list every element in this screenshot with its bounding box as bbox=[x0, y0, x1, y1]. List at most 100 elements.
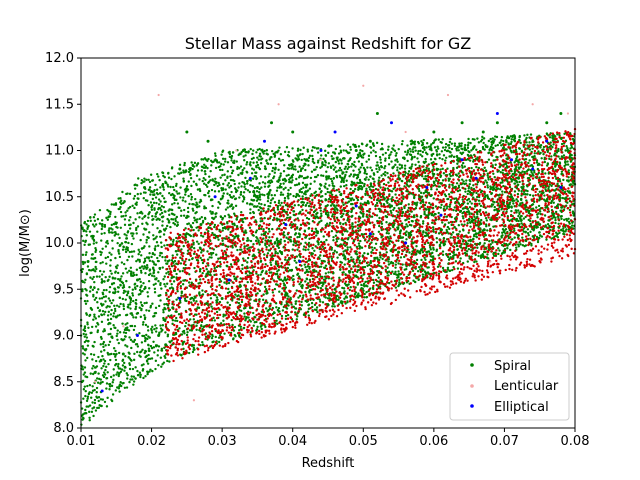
spiral-density-point bbox=[461, 161, 465, 165]
spiral-density-point bbox=[154, 282, 157, 286]
spiral-density-point bbox=[105, 288, 108, 292]
spiral-density-point bbox=[352, 143, 355, 146]
spiral-density-point bbox=[147, 178, 150, 181]
spiral-density-point bbox=[85, 223, 88, 226]
spiral-density-point bbox=[152, 283, 156, 286]
spiral-density-point bbox=[287, 237, 290, 241]
spiral-density-point bbox=[433, 157, 437, 160]
spiral-density-point bbox=[347, 159, 350, 163]
spiral-density-point bbox=[195, 328, 198, 331]
spiral-density-point bbox=[88, 384, 92, 387]
spiral-density-point bbox=[151, 260, 154, 263]
spiral-density-point bbox=[468, 159, 472, 162]
spiral-density-point bbox=[385, 200, 388, 203]
spiral-density-point bbox=[323, 266, 326, 269]
spiral-density-point bbox=[406, 225, 409, 228]
spiral-density-point bbox=[525, 136, 528, 140]
spiral-density-point bbox=[90, 253, 94, 256]
spiral-density-point bbox=[94, 247, 97, 250]
spiral-density-point bbox=[378, 216, 381, 220]
spiral-density-point bbox=[298, 235, 301, 239]
spiral-density-point bbox=[324, 186, 327, 189]
spiral-density-point bbox=[271, 254, 275, 257]
spiral-density-point bbox=[312, 206, 316, 209]
spiral-density-point bbox=[155, 235, 158, 238]
spiral-density-point bbox=[168, 287, 172, 290]
spiral-density-point bbox=[261, 181, 265, 184]
spiral-density-point bbox=[438, 153, 441, 156]
spiral-density-point bbox=[140, 265, 144, 268]
spiral-density-point bbox=[95, 391, 98, 394]
spiral-density-point bbox=[189, 173, 192, 177]
spiral-density-point bbox=[571, 224, 574, 227]
spiral-density-point bbox=[149, 173, 153, 176]
spiral-density-point bbox=[82, 239, 85, 243]
spiral-density-point bbox=[545, 238, 548, 241]
spiral-density-point bbox=[94, 409, 98, 412]
spiral-density-point bbox=[124, 267, 128, 270]
spiral-density-point bbox=[343, 184, 346, 188]
spiral-density-point bbox=[334, 234, 338, 237]
spiral-density-point bbox=[448, 155, 451, 158]
spiral-density-point bbox=[120, 242, 124, 245]
spiral-density-point bbox=[419, 216, 422, 219]
spiral-density-point bbox=[278, 227, 281, 230]
spiral-density-point bbox=[437, 254, 440, 257]
spiral-density-point bbox=[339, 221, 342, 225]
spiral-density-point bbox=[259, 175, 263, 178]
spiral-density-point bbox=[219, 322, 223, 325]
spiral-density-point bbox=[91, 288, 95, 292]
spiral-density-point bbox=[124, 331, 128, 335]
spiral-density-point bbox=[310, 301, 314, 305]
spiral-density-point bbox=[89, 372, 92, 375]
spiral-density-point bbox=[152, 234, 155, 237]
spiral-density-point bbox=[542, 152, 545, 156]
spiral-density-point bbox=[243, 245, 246, 248]
spiral-density-point bbox=[485, 219, 488, 222]
spiral-density-point bbox=[103, 328, 106, 331]
spiral-density-point bbox=[207, 264, 210, 267]
spiral-density-point bbox=[300, 191, 304, 194]
spiral-density-point bbox=[168, 213, 171, 217]
spiral-density-point bbox=[421, 222, 425, 225]
spiral-density-point bbox=[181, 199, 185, 202]
spiral-density-point bbox=[241, 267, 244, 271]
spiral-density-point bbox=[210, 198, 213, 201]
spiral-density-point bbox=[166, 359, 169, 363]
spiral-density-point bbox=[122, 303, 125, 306]
spiral-density-point bbox=[396, 169, 399, 172]
spiral-density-point bbox=[392, 208, 395, 212]
spiral-density-point bbox=[558, 180, 562, 183]
spiral-density-point bbox=[558, 177, 561, 181]
spiral-density-point bbox=[327, 151, 330, 155]
spiral-density-point bbox=[95, 241, 98, 244]
spiral-density-point bbox=[432, 248, 435, 251]
spiral-density-point bbox=[111, 247, 114, 250]
spiral-density-point bbox=[279, 238, 283, 241]
spiral-density-point bbox=[187, 281, 191, 284]
spiral-density-point bbox=[259, 162, 263, 165]
spiral-density-point bbox=[357, 168, 361, 171]
spiral-density-point bbox=[487, 158, 491, 161]
spiral-density-point bbox=[201, 235, 205, 238]
spiral-density-point bbox=[142, 281, 145, 285]
spiral-density-point bbox=[84, 394, 87, 398]
spiral-density-point bbox=[387, 181, 390, 184]
spiral-density-point bbox=[228, 303, 232, 307]
spiral-density-point bbox=[102, 288, 106, 292]
spiral-density-point bbox=[188, 258, 191, 262]
spiral-density-point bbox=[377, 224, 381, 228]
spiral-density-point bbox=[224, 157, 227, 161]
spiral-density-point bbox=[122, 381, 125, 385]
spiral-density-point bbox=[528, 193, 532, 197]
spiral-density-point bbox=[517, 214, 520, 218]
spiral-density-point bbox=[179, 214, 183, 217]
spiral-density-point bbox=[439, 206, 442, 209]
spiral-density-point bbox=[182, 177, 185, 180]
spiral-density-point bbox=[262, 293, 265, 296]
spiral-density-point bbox=[147, 216, 150, 219]
spiral-density-point bbox=[396, 160, 399, 163]
spiral-density-point bbox=[159, 281, 162, 285]
spiral-density-point bbox=[277, 199, 281, 203]
spiral-density-point bbox=[389, 153, 392, 156]
